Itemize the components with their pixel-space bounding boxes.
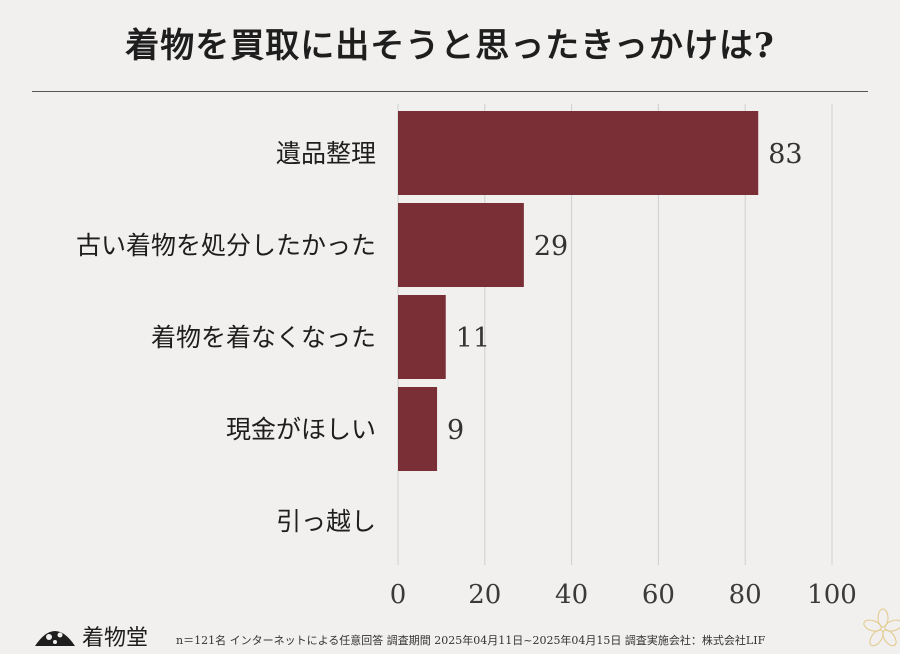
category-label: 着物を着なくなった bbox=[151, 323, 376, 352]
value-label: 83 bbox=[768, 139, 802, 170]
value-label: 11 bbox=[456, 323, 490, 354]
brand-name: 着物堂 bbox=[82, 626, 149, 651]
x-tick-label: 60 bbox=[642, 580, 675, 610]
bar bbox=[398, 203, 524, 287]
category-label: 古い着物を処分したかった bbox=[76, 231, 376, 260]
fan-logo-icon bbox=[35, 631, 75, 646]
value-label: 29 bbox=[534, 231, 568, 262]
category-label: 引っ越し bbox=[276, 507, 376, 536]
bar bbox=[398, 295, 446, 379]
bar bbox=[398, 111, 759, 195]
x-tick-label: 100 bbox=[807, 580, 857, 610]
survey-note: n＝121名 インターネットによる任意回答 調査期間 2025年04月11日~2… bbox=[176, 634, 766, 647]
title-divider bbox=[32, 91, 868, 92]
bar bbox=[398, 387, 438, 471]
x-tick-label: 0 bbox=[390, 580, 407, 610]
x-tick-label: 40 bbox=[555, 580, 588, 610]
flower-decoration-icon bbox=[863, 608, 900, 647]
value-label: 9 bbox=[447, 415, 464, 446]
x-tick-label: 20 bbox=[468, 580, 501, 610]
x-tick-label: 80 bbox=[729, 580, 762, 610]
footer: 着物堂 n＝121名 インターネットによる任意回答 調査期間 2025年04月1… bbox=[0, 614, 900, 654]
chart-title: 着物を買取に出そうと思ったきっかけは? bbox=[125, 26, 775, 66]
category-label: 遺品整理 bbox=[276, 139, 376, 168]
category-label: 現金がほしい bbox=[226, 415, 376, 444]
